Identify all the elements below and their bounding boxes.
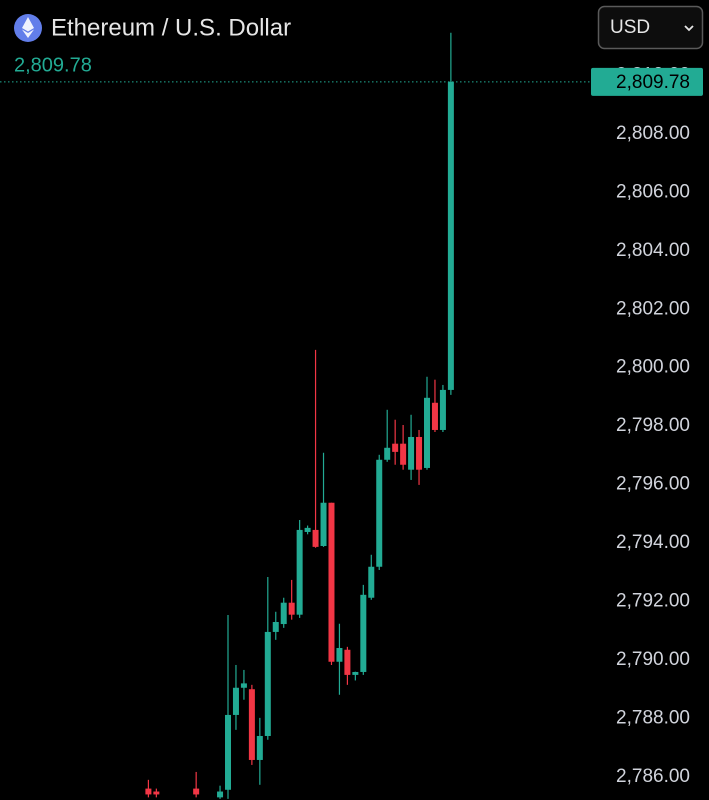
y-tick-label: 2,798.00 (616, 415, 690, 436)
y-tick-label: 2,794.00 (616, 532, 690, 553)
dropdown-box[interactable] (597, 5, 704, 50)
candle-body (225, 714, 231, 790)
last-price-label: 2,809.78 (616, 72, 690, 93)
candle-body (368, 566, 375, 598)
dropdown-arrow[interactable] (684, 25, 694, 32)
y-tick-label: 2,790.00 (616, 649, 690, 670)
currency-dropdown[interactable]: USD (597, 5, 704, 50)
candle-body (447, 81, 454, 390)
y-tick-label: 2,800.00 (616, 357, 690, 378)
chart-title: Ethereum / U.S. Dollar (51, 14, 291, 41)
candle-body (264, 631, 271, 736)
candle-body (328, 502, 335, 662)
candle-body (344, 649, 351, 675)
candle-body (248, 689, 255, 760)
candle-body (217, 791, 224, 798)
candle-body (304, 527, 311, 532)
eth-icon (14, 14, 42, 42)
candle-body (336, 648, 343, 662)
candle-body (384, 447, 391, 460)
candle-body (400, 443, 407, 465)
dropdown-label[interactable]: USD (610, 17, 650, 38)
y-tick-label: 2,796.00 (616, 474, 690, 495)
y-tick-label: 2,808.00 (616, 123, 690, 144)
candle-body (352, 671, 359, 675)
candle-body (296, 529, 303, 615)
header-price: 2,809.78 (14, 54, 92, 76)
y-tick-label: 2,788.00 (616, 707, 690, 728)
candle-body (392, 443, 399, 452)
candle-body (240, 683, 247, 688)
candle-body (424, 397, 430, 468)
candle-body (408, 436, 415, 470)
y-tick-label: 2,792.00 (616, 591, 690, 612)
candle-body (376, 459, 383, 567)
candle-body (320, 502, 327, 546)
candle-body (416, 436, 423, 470)
candle-body (272, 621, 279, 632)
y-tick-label: 2,802.00 (616, 298, 690, 319)
last-price-tag (591, 67, 703, 96)
candle-body (431, 402, 438, 430)
candle-body (256, 735, 263, 760)
plot: 2,786.00 2,788.00 2,790.00 2,792.00 2,794.00… (0, 32, 703, 799)
candle-body (439, 389, 446, 430)
candle-body (145, 788, 152, 795)
y-tick-label: 2,804.00 (616, 240, 690, 261)
candle-body (280, 602, 287, 625)
y-tick-label: 2,806.00 (616, 181, 690, 202)
icon-glyph (22, 17, 34, 38)
candle-body (360, 594, 367, 672)
candle-body (193, 788, 200, 795)
candle-body (288, 602, 295, 615)
candle-body (153, 791, 160, 795)
candle-body (312, 529, 319, 547)
candle-body (232, 687, 239, 715)
y-tick-label: 2,786.00 (616, 766, 690, 787)
